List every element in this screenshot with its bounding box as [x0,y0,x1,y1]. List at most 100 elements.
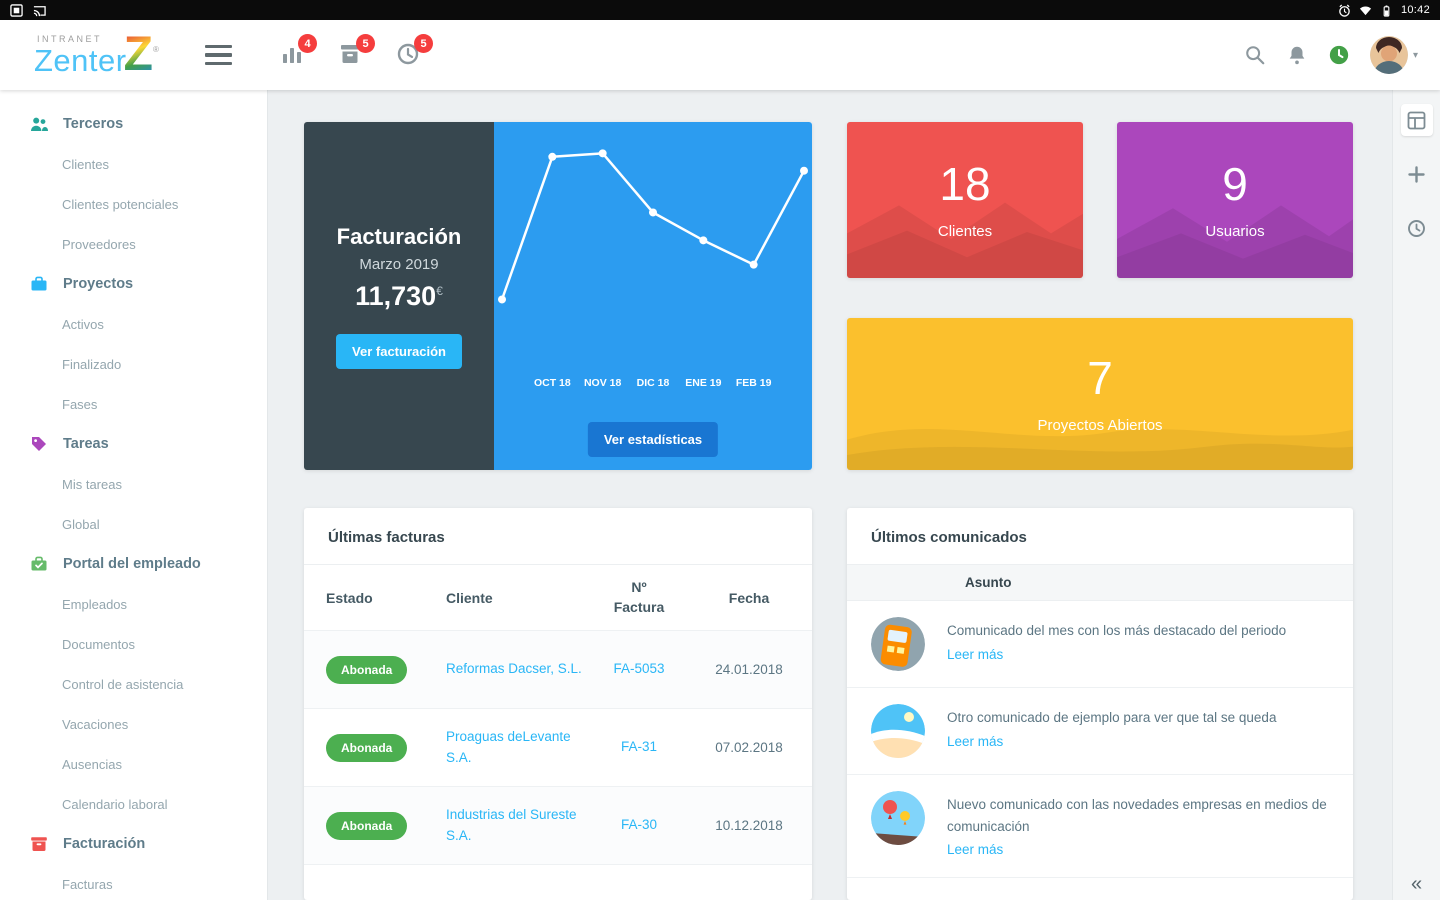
col-estado: Estado [304,565,424,631]
open-projects-count: 7 [1087,351,1113,404]
invoice-date: 07.02.2018 [686,709,812,787]
people-icon [30,115,48,133]
sidebar-item-control-asistencia[interactable]: Control de asistencia [62,676,184,692]
invoice-number-link[interactable]: FA-30 [620,817,658,833]
col-cliente: Cliente [424,565,592,631]
layout-panel-icon[interactable] [1400,104,1433,136]
users-label: Usuarios [1205,222,1265,240]
communication-item: Otro comunicado de ejemplo para ver que … [847,688,1353,775]
invoices-table-header: Estado Cliente Nº Factura Fecha [304,565,812,631]
sidebar-section-facturacion[interactable]: Facturación [0,824,267,864]
chart-x-label: FEB 19 [735,377,772,389]
sidebar-section-label: Terceros [63,116,124,132]
online-status-icon[interactable] [1328,44,1350,66]
pending-notification-button[interactable]: 5 [396,34,433,68]
bar-chart-icon [280,42,306,66]
invoice-row: Abonada Proaguas deLevante S.A. FA-31 07… [304,709,812,787]
communication-item: Comunicado del mes con los más destacado… [847,601,1353,688]
brand-registered-mark: ® [152,45,159,55]
view-billing-button[interactable]: Ver facturación [336,333,462,369]
sidebar-item-mis-tareas[interactable]: Mis tareas [62,476,122,492]
users-stat-card[interactable]: 9 Usuarios [1117,122,1353,278]
sidebar-item-clientes-potenciales[interactable]: Clientes potenciales [62,196,179,212]
communication-photo [871,704,925,758]
communication-photo [871,791,925,845]
add-icon[interactable] [1401,158,1433,190]
sidebar-section-tareas[interactable]: Tareas [0,424,267,464]
open-projects-stat-card[interactable]: 7 Proyectos Abiertos [847,318,1353,470]
view-statistics-button[interactable]: Ver estadísticas [587,422,719,457]
right-toolbar: « [1392,90,1440,900]
client-link[interactable]: Industrias del Sureste S.A. [446,806,577,843]
card-wave-decoration [1117,205,1353,278]
col-fecha: Fecha [686,565,812,631]
status-badge: Abonada [326,811,408,840]
invoice-row: Abonada Reformas Dacser, S.L. FA-5053 24… [304,631,812,709]
alarm-icon [1338,3,1351,17]
communications-column-header: Asunto [847,565,1353,601]
sidebar-section-proyectos[interactable]: Proyectos [0,264,267,304]
client-link[interactable]: Proaguas deLevante S.A. [446,728,571,765]
communication-text: Comunicado del mes con los más destacado… [947,617,1286,665]
tag-icon [30,435,48,453]
communication-item: Nuevo comunicado con las novedades empre… [847,775,1353,878]
sidebar-item-proveedores[interactable]: Proveedores [62,236,136,252]
invoices-notification-button[interactable]: 4 [280,34,317,68]
invoice-date: 24.01.2018 [686,631,812,709]
sidebar-item-activos[interactable]: Activos [62,316,104,332]
sidebar-item-fases[interactable]: Fases [62,396,98,412]
dashboard-main: Facturación Marzo 2019 11,730€ Ver factu… [268,90,1392,900]
invoices-card-title: Últimas facturas [304,508,812,565]
header-notification-group: 4 5 5 [280,34,433,68]
user-menu[interactable]: ▾ [1369,36,1418,74]
billing-chart-panel: OCT 18 NOV 18 DIC 18 ENE 19 FEB 19 Ver estad… [494,122,812,470]
menu-toggle-icon[interactable] [205,44,232,66]
brand-intranet-label: INTRANET [37,33,102,44]
clients-stat-card[interactable]: 18 Clientes [847,122,1083,278]
briefcase-icon [30,275,48,293]
sidebar-item-empleados[interactable]: Empleados [62,596,128,612]
history-clock-icon[interactable] [1401,212,1433,244]
sidebar-section-label: Proyectos [63,276,134,292]
sidebar-item-global[interactable]: Global [62,516,100,532]
app-logo[interactable]: INTRANET Zenter Z ® [0,28,205,82]
sidebar-item-vacaciones[interactable]: Vacaciones [62,716,129,732]
projects-notification-button[interactable]: 5 [338,34,375,68]
chart-x-label: ENE 19 [685,377,722,389]
workbag-check-icon [30,555,48,573]
sidebar-section-portal-empleado[interactable]: Portal del empleado [0,544,267,584]
chart-x-label: OCT 18 [533,377,571,389]
open-projects-label: Proyectos Abiertos [1037,416,1163,434]
invoice-box-icon [30,835,48,853]
read-more-link[interactable]: Leer más [947,646,1004,662]
sidebar-item-finalizado[interactable]: Finalizado [62,356,122,372]
search-icon[interactable] [1244,44,1266,66]
communications-card-title: Últimos comunicados [847,508,1353,565]
notification-count-badge: 4 [298,34,317,53]
sidebar-item-documentos[interactable]: Documentos [62,636,135,652]
card-wave-decoration [847,202,1083,278]
client-link[interactable]: Reformas Dacser, S.L. [446,661,582,677]
users-count: 9 [1222,157,1248,210]
sidebar-nav: Terceros Clientes Clientes potenciales P… [0,90,268,900]
sidebar-item-clientes[interactable]: Clientes [62,156,109,172]
chevron-down-icon: ▾ [1412,49,1418,61]
notification-count-badge: 5 [356,34,375,53]
read-more-link[interactable]: Leer más [947,842,1004,858]
android-status-bar: 10:42 [0,0,1440,20]
currency-symbol: € [436,283,443,298]
read-more-link[interactable]: Leer más [947,733,1004,749]
invoice-number-link[interactable]: FA-31 [620,739,658,755]
sidebar-item-facturas[interactable]: Facturas [62,876,113,892]
brand-z-letter: Z [123,28,153,82]
chart-x-labels: OCT 18 NOV 18 DIC 18 ENE 19 FEB 19 [494,377,812,409]
collapse-panel-icon[interactable]: « [1410,873,1423,895]
header-actions: ▾ [1244,36,1418,74]
latest-invoices-card: Últimas facturas Estado Cliente Nº Factu… [304,508,812,900]
bell-icon[interactable] [1286,44,1308,66]
sidebar-section-terceros[interactable]: Terceros [0,104,267,144]
sidebar-item-calendario-laboral[interactable]: Calendario laboral [62,796,168,812]
sidebar-item-ausencias[interactable]: Ausencias [62,756,122,772]
invoice-number-link[interactable]: FA-5053 [613,661,665,677]
